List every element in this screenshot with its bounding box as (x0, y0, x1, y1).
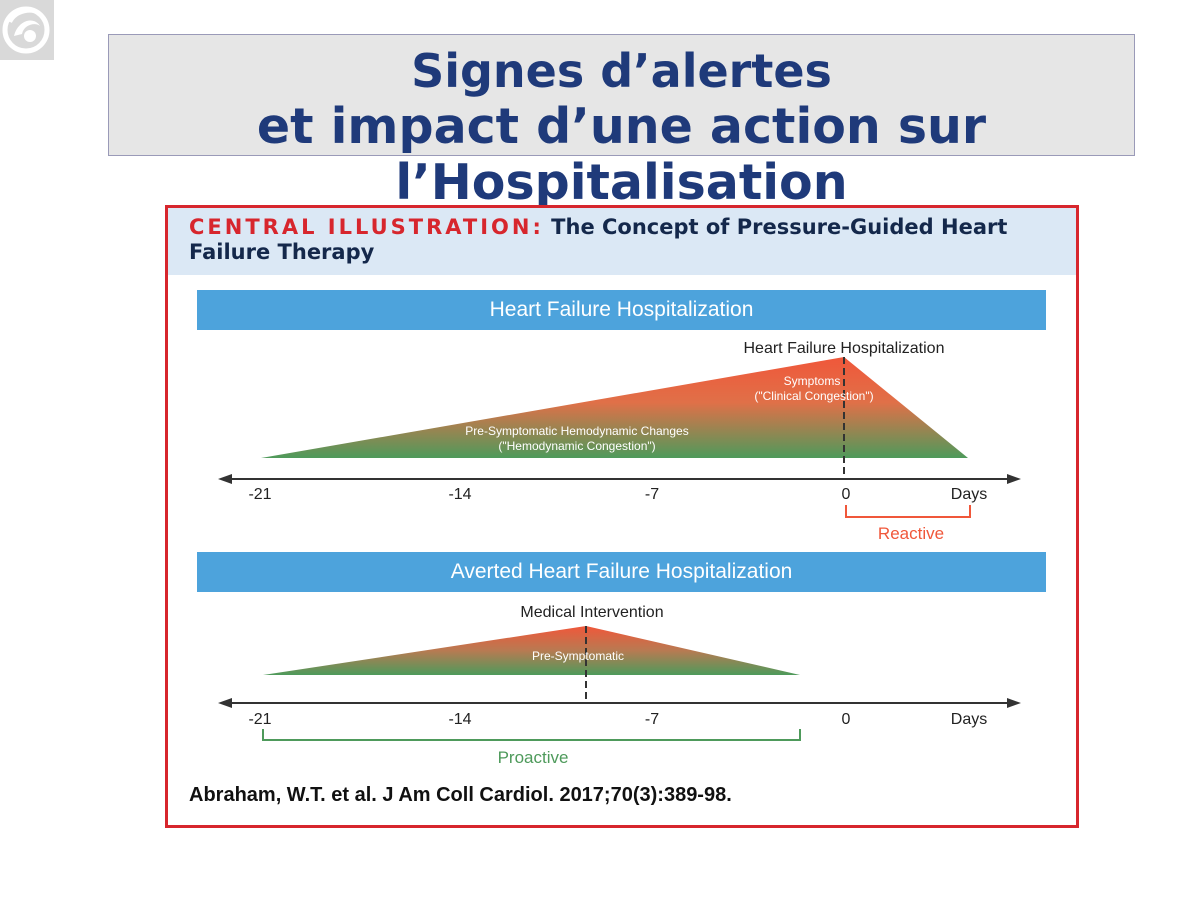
reactive-bracket (845, 505, 971, 518)
axis-tick-label: -14 (448, 486, 471, 503)
figure-header: CENTRAL ILLUSTRATION: The Concept of Pre… (168, 208, 1076, 275)
axis-tick-label: -7 (645, 486, 659, 503)
axis-left-arrow-icon (218, 698, 232, 708)
figure-title: The Concept of Pressure-Guided Heart Fai… (189, 215, 1008, 264)
axis-unit-label: Days (951, 711, 987, 728)
reactive-label: Reactive (878, 524, 944, 543)
axis-tick-label: -21 (248, 711, 271, 728)
pre-symptomatic-sublabel: ("Hemodynamic Congestion") (498, 439, 655, 453)
axis-tick-label: 0 (842, 486, 851, 503)
axis-tick-label: 0 (842, 711, 851, 728)
averted-congestion-triangle (263, 626, 800, 675)
slide-title-line-1: Signes d’alertes (411, 44, 832, 98)
axis-left-arrow-icon (218, 474, 232, 484)
organization-logo (0, 0, 54, 60)
intervention-label: Medical Intervention (520, 604, 663, 621)
pre-symptomatic-averted-label: Pre-Symptomatic (532, 649, 624, 663)
axis-right-arrow-icon (1007, 474, 1021, 484)
symptoms-label: Symptoms (784, 374, 841, 388)
congestion-triangle (261, 357, 968, 458)
pre-symptomatic-label: Pre-Symptomatic Hemodynamic Changes (465, 424, 688, 438)
timeline-diagram: Heart Failure Hospitalization Symptoms (… (218, 340, 1021, 767)
slide-title: Signes d’alertes et impact d’une action … (108, 34, 1135, 211)
axis-unit-label: Days (951, 486, 987, 503)
proactive-label: Proactive (498, 748, 569, 767)
axis-tick-label: -14 (448, 711, 471, 728)
days-axis-averted (218, 698, 1021, 708)
panel-banner-averted: Averted Heart Failure Hospitalization (197, 552, 1046, 592)
axis-tick-label: -7 (645, 711, 659, 728)
symptoms-sublabel: ("Clinical Congestion") (754, 389, 873, 403)
panel-banner-hospitalization: Heart Failure Hospitalization (197, 290, 1046, 330)
peak-label: Heart Failure Hospitalization (744, 340, 945, 357)
axis-right-arrow-icon (1007, 698, 1021, 708)
citation: Abraham, W.T. et al. J Am Coll Cardiol. … (189, 784, 732, 806)
slide-title-line-2: et impact d’une action sur l’Hospitalisa… (256, 98, 987, 211)
figure-label: CENTRAL ILLUSTRATION: (189, 215, 544, 239)
organization-logo-icon (2, 6, 50, 54)
proactive-bracket (262, 729, 801, 741)
axis-tick-label: -21 (248, 486, 271, 503)
central-illustration: CENTRAL ILLUSTRATION: The Concept of Pre… (165, 205, 1079, 828)
days-axis (218, 474, 1021, 484)
